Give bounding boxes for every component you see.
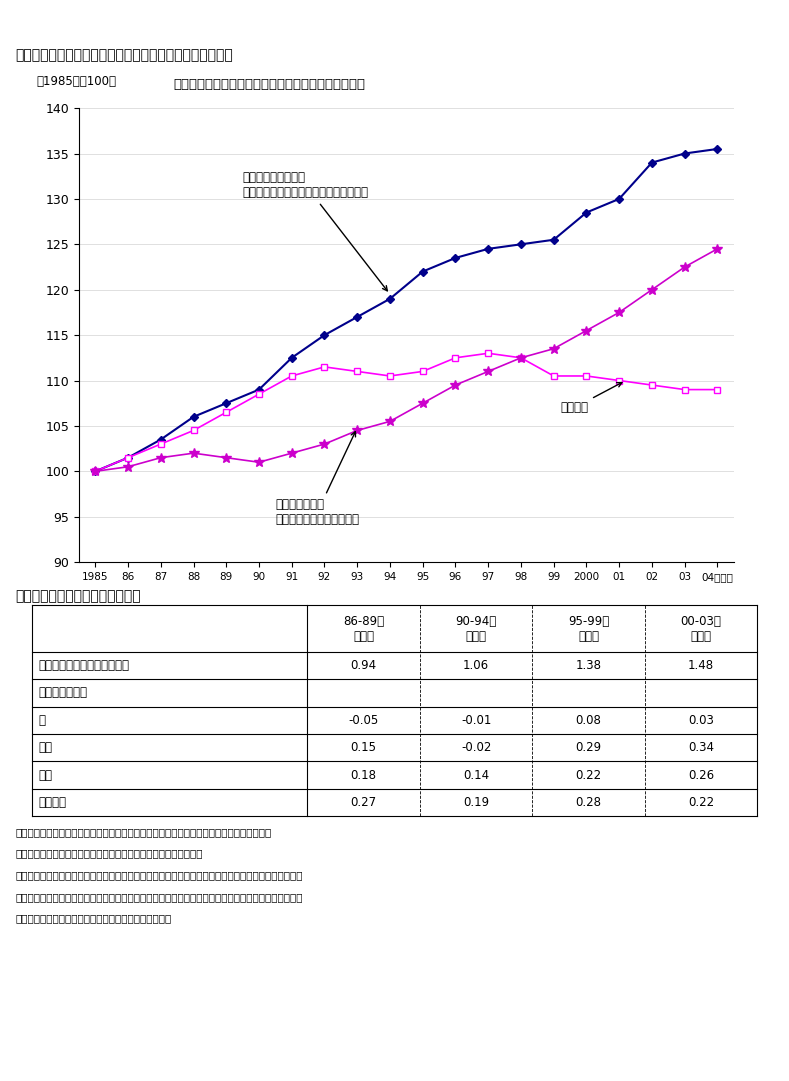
Text: 学歴: 学歴	[39, 769, 53, 782]
Text: -0.02: -0.02	[461, 742, 492, 755]
Text: 就業者数: 就業者数	[560, 383, 622, 414]
Text: 0.34: 0.34	[688, 742, 714, 755]
Text: 0.26: 0.26	[688, 769, 714, 782]
Text: 1.48: 1.48	[688, 659, 714, 672]
Text: -0.05: -0.05	[349, 713, 379, 726]
Text: 1.38: 1.38	[576, 659, 602, 672]
Text: 勤続年数: 勤続年数	[39, 796, 67, 809]
Text: 0.08: 0.08	[576, 713, 601, 726]
Text: -0.01: -0.01	[461, 713, 492, 726]
Text: 95-99年
年平均: 95-99年 年平均	[568, 614, 609, 642]
Text: 第３－１－１０図　ディビジア労働指数と就業者数の推移: 第３－１－１０図 ディビジア労働指数と就業者数の推移	[16, 49, 234, 63]
Text: 86-89年
年平均: 86-89年 年平均	[343, 614, 384, 642]
Text: 0.22: 0.22	[688, 796, 714, 809]
Text: 0.22: 0.22	[576, 769, 602, 782]
Text: 上記の他に各項目間の交差効果がある。: 上記の他に各項目間の交差効果がある。	[16, 913, 172, 923]
Text: 労働の質向上分　各属性要因分解: 労働の質向上分 各属性要因分解	[16, 589, 141, 603]
Text: （備考）　１．厚生労働省「賃金構造基本統計調査」、総務省「労働力調査」により作成。: （備考） １．厚生労働省「賃金構造基本統計調査」、総務省「労働力調査」により作成…	[16, 827, 272, 837]
Text: 0.19: 0.19	[463, 796, 489, 809]
Text: 性: 性	[39, 713, 46, 726]
Text: 1.06: 1.06	[463, 659, 489, 672]
Text: 90-94年
年平均: 90-94年 年平均	[455, 614, 497, 642]
Text: 労働の質向上分
（労働者数増減分を除く）: 労働の質向上分 （労働者数増減分を除く）	[275, 431, 359, 526]
Text: 0.18: 0.18	[350, 769, 376, 782]
Text: 労働の質向上分（前年比％）: 労働の質向上分（前年比％）	[39, 659, 130, 672]
Text: 0.28: 0.28	[576, 796, 602, 809]
Text: 0.27: 0.27	[350, 796, 376, 809]
Text: 0.03: 0.03	[688, 713, 714, 726]
Text: 年齢: 年齢	[39, 742, 53, 755]
Text: ２．ディビジア労働指数については付注３－２を参照。: ２．ディビジア労働指数については付注３－２を参照。	[16, 849, 204, 858]
Text: （属性別寄与）: （属性別寄与）	[39, 686, 88, 699]
Text: 影響度合い（賃金が高い勤続年数の就業者が増えることによる変化分）を示している。: 影響度合い（賃金が高い勤続年数の就業者が増えることによる変化分）を示している。	[16, 892, 303, 902]
Text: ディビジア労働指数
（質の変化を考慮に入れた労働力指数）: ディビジア労働指数 （質の変化を考慮に入れた労働力指数）	[243, 171, 387, 291]
Text: 00-03年
年平均: 00-03年 年平均	[681, 614, 722, 642]
Text: 0.29: 0.29	[576, 742, 602, 755]
Text: 0.14: 0.14	[463, 769, 489, 782]
Text: ３．属性別寄与の見方は、例えば勤続年数効果は、就業者の勤続年数別の構成比変化による: ３．属性別寄与の見方は、例えば勤続年数効果は、就業者の勤続年数別の構成比変化によ…	[16, 870, 303, 880]
Text: （1985年＝100）: （1985年＝100）	[36, 76, 116, 89]
Text: 0.15: 0.15	[350, 742, 376, 755]
Text: 0.94: 0.94	[350, 659, 376, 672]
Text: 就業者数は停滞しているが、労働の質は向上している: 就業者数は停滞しているが、労働の質は向上している	[174, 78, 365, 91]
